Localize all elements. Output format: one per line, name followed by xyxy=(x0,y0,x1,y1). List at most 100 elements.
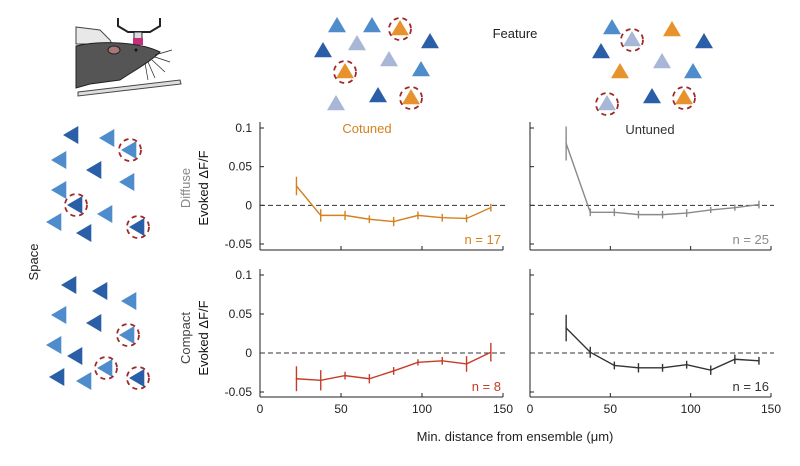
neuron-triangle-icon xyxy=(121,141,137,159)
sample-size-label: n = 8 xyxy=(472,379,501,394)
data-point xyxy=(465,217,468,220)
neuron-triangle-icon xyxy=(611,63,629,79)
data-point xyxy=(685,212,688,214)
data-point xyxy=(565,142,567,145)
neuron-triangle-icon xyxy=(46,336,62,354)
y-tick-label: 0.05 xyxy=(229,307,253,321)
y-axis-label-bottom: Evoked ΔF/F xyxy=(196,300,211,375)
neuron-triangle-icon xyxy=(86,314,102,332)
data-point xyxy=(709,209,712,211)
ensemble-circle-icon xyxy=(126,366,150,390)
ensemble-circle-icon xyxy=(620,28,644,52)
data-point xyxy=(392,370,395,372)
neuron-triangle-icon xyxy=(51,151,67,169)
data-point xyxy=(417,361,419,364)
neuron-triangle-icon xyxy=(369,87,387,103)
panel-compact-untuned: 0 50 100 150 n = 16 xyxy=(527,269,781,416)
neuron-triangle-icon xyxy=(49,368,65,386)
y-tick-label: -0.05 xyxy=(225,385,253,399)
data-point xyxy=(709,369,712,371)
neuron-triangle-icon xyxy=(391,20,409,36)
x-tick-label: 50 xyxy=(604,402,618,416)
neuron-triangle-icon xyxy=(97,205,113,223)
neuron-triangle-icon xyxy=(92,282,108,300)
feature-label: Feature xyxy=(493,26,538,41)
x-tick-label: 150 xyxy=(493,402,513,416)
neuron-triangle-icon xyxy=(684,63,702,79)
space-label: Space xyxy=(26,244,41,281)
neuron-triangle-icon xyxy=(63,126,79,144)
data-point xyxy=(295,185,298,187)
data-point xyxy=(613,364,616,367)
series-line xyxy=(565,143,760,216)
neuron-triangle-icon xyxy=(663,21,681,37)
ensemble-circle-icon xyxy=(399,86,423,110)
mouse-illustration xyxy=(75,18,182,97)
data-point xyxy=(613,211,616,214)
series-line xyxy=(296,351,492,382)
x-tick-label: 100 xyxy=(412,402,432,416)
x-tick-label: 0 xyxy=(527,402,534,416)
neuron-triangle-icon xyxy=(46,213,62,231)
neuron-triangle-icon xyxy=(61,276,77,294)
data-point xyxy=(319,379,322,382)
panel-diffuse-untuned: n = 25 xyxy=(529,122,774,251)
data-point xyxy=(490,351,492,354)
series-line xyxy=(295,185,492,223)
neuron-triangle-icon xyxy=(592,43,610,59)
neuron-triangle-icon xyxy=(402,89,420,105)
data-point xyxy=(295,377,298,380)
neuron-triangle-icon xyxy=(598,95,616,111)
sample-size-label: n = 25 xyxy=(732,232,769,247)
panel-diffuse-cotuned: 0.1 0.05 0 -0.05 n = 17 xyxy=(225,121,506,251)
data-point xyxy=(661,367,664,369)
neuron-triangle-icon xyxy=(363,17,381,33)
neuron-triangle-icon xyxy=(380,51,398,67)
neuron-triangle-icon xyxy=(121,292,137,310)
data-point xyxy=(392,220,395,223)
y-tick-label: 0.1 xyxy=(235,268,252,282)
data-point xyxy=(637,213,640,216)
panel-compact-cotuned: 0.1 0.05 0 -0.05 0 50 100 150 n = 8 xyxy=(225,268,514,416)
compact-label: Compact xyxy=(178,312,193,364)
y-tick-label: -0.05 xyxy=(225,237,253,251)
data-point xyxy=(490,206,492,209)
ensemble-circle-icon xyxy=(388,17,412,41)
sample-size-label: n = 16 xyxy=(732,379,769,394)
neuron-triangle-icon xyxy=(76,224,92,242)
data-point xyxy=(441,360,444,362)
data-point xyxy=(344,214,346,217)
neuron-triangle-icon xyxy=(67,196,83,214)
neuron-triangle-icon xyxy=(119,173,135,191)
data-point xyxy=(661,213,664,216)
neuron-triangle-icon xyxy=(643,88,661,104)
data-point xyxy=(758,360,760,362)
ensemble-circle-icon xyxy=(118,138,142,162)
neuron-triangle-icon xyxy=(675,89,693,105)
data-point xyxy=(344,374,346,377)
ensemble-circle-icon xyxy=(333,60,357,84)
y-axis-label-top: Evoked ΔF/F xyxy=(196,150,211,225)
x-tick-label: 100 xyxy=(681,402,701,416)
data-point xyxy=(589,211,592,214)
neuron-triangle-icon xyxy=(695,33,713,49)
neuron-triangle-icon xyxy=(336,63,354,79)
data-point xyxy=(441,216,444,219)
neuron-triangle-icon xyxy=(129,369,145,387)
series-line xyxy=(565,327,759,371)
ensemble-circle-icon xyxy=(64,193,88,217)
neuron-triangle-icon xyxy=(86,161,102,179)
neuron-triangle-icon xyxy=(603,19,621,35)
data-point xyxy=(637,367,640,369)
y-tick-label: 0.05 xyxy=(229,160,253,174)
y-tick-label: 0.1 xyxy=(235,121,252,135)
cotuned-title: Cotuned xyxy=(342,121,391,136)
x-tick-label: 50 xyxy=(334,402,348,416)
data-point xyxy=(368,377,371,380)
neuron-triangle-icon xyxy=(327,95,345,111)
neuron-triangle-icon xyxy=(328,17,346,33)
neuron-triangle-icon xyxy=(76,372,92,390)
y-tick-label: 0 xyxy=(245,346,252,360)
ensemble-circle-icon xyxy=(126,215,150,239)
